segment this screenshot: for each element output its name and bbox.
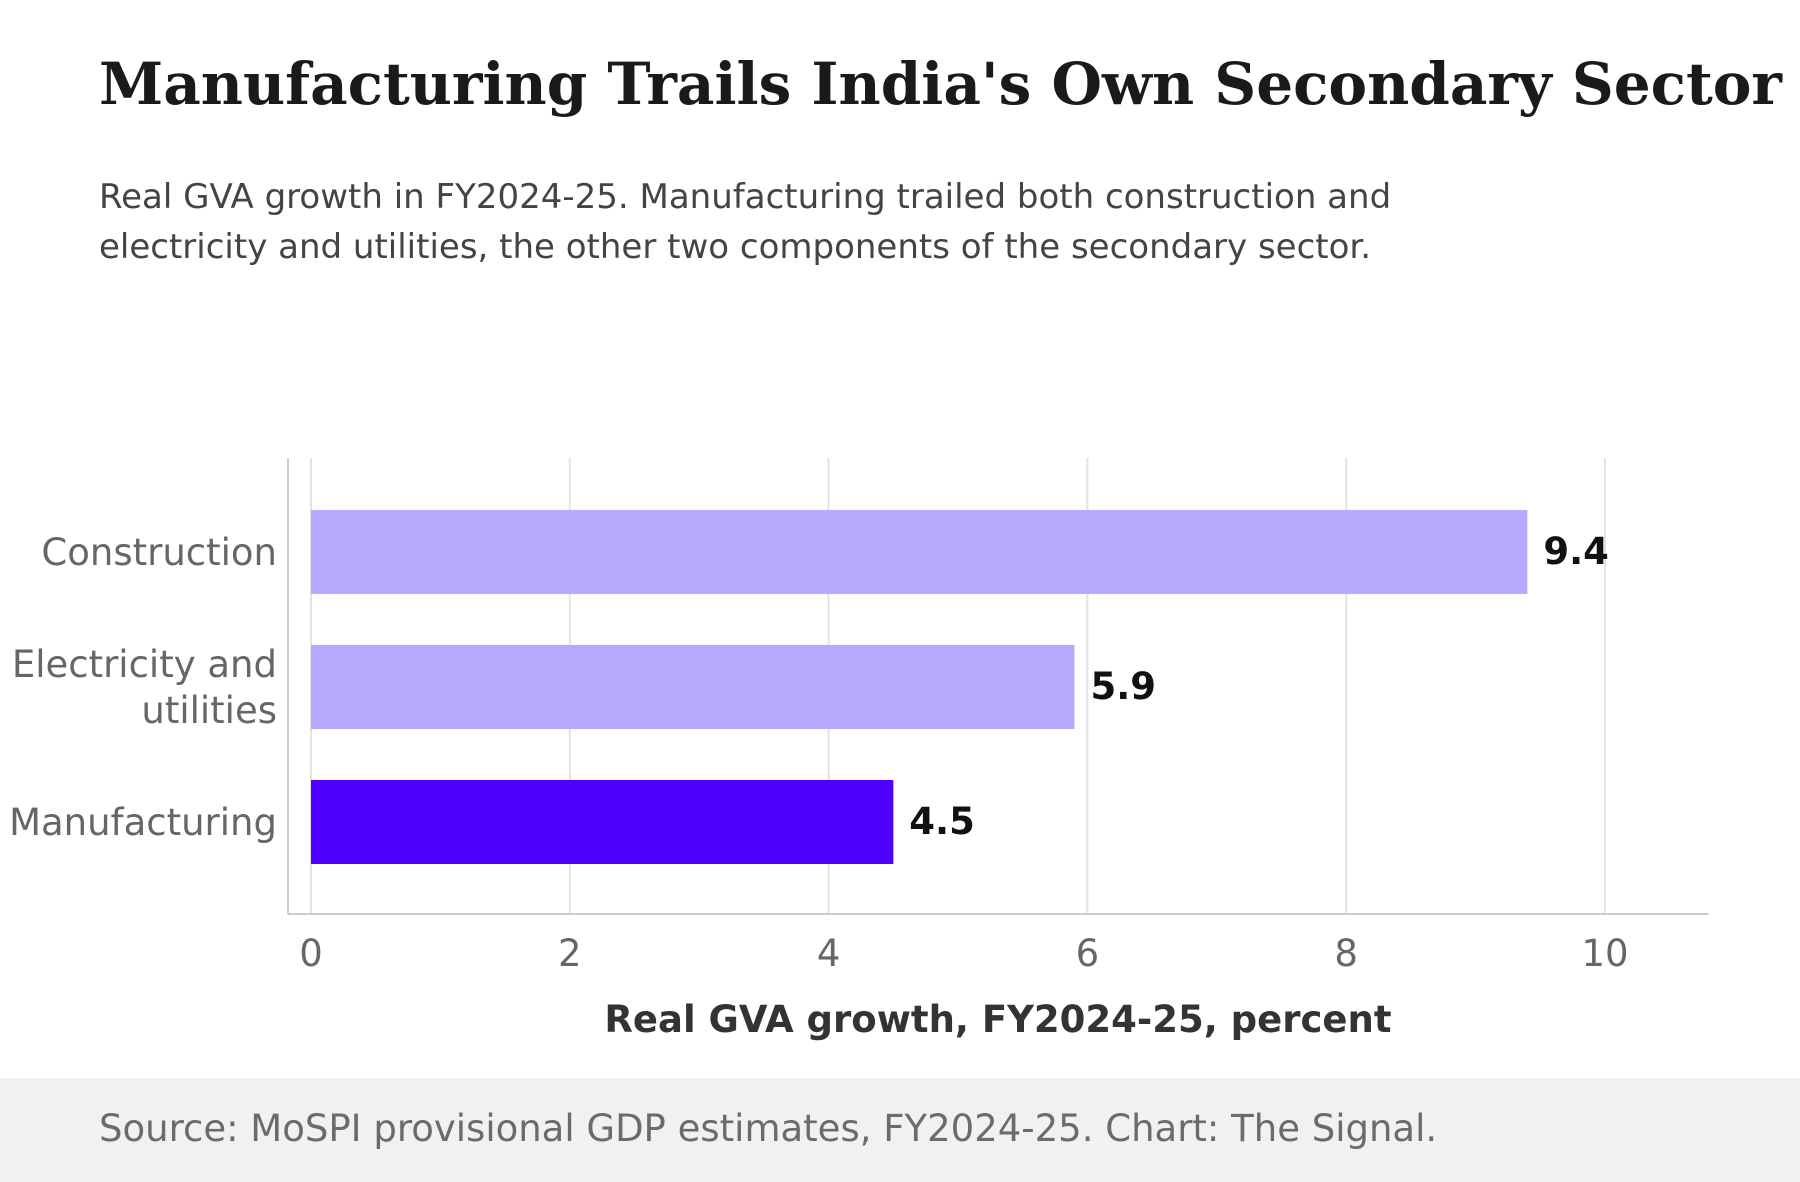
category-label: Manufacturing xyxy=(9,801,277,844)
value-label: 9.4 xyxy=(1543,530,1609,573)
category-label: Electricity and utilities xyxy=(12,643,277,732)
bar-chart: 0 2 4 6 8 10 9.4 Construction 5.9 Electricity and… xyxy=(9,458,1709,1041)
bar xyxy=(311,645,1075,729)
value-label: 5.9 xyxy=(1090,665,1156,708)
chart-subtitle: Real GVA growth in FY2024-25. Manufactur… xyxy=(99,177,1392,267)
axes xyxy=(287,458,1709,915)
x-tick-label: 2 xyxy=(558,932,582,975)
x-tick-label: 6 xyxy=(1076,932,1100,975)
x-tick-label: 10 xyxy=(1581,932,1628,975)
category-label: Construction xyxy=(41,531,277,574)
chart-title: Manufacturing Trails India's Own Seconda… xyxy=(99,50,1782,118)
x-tick-label: 0 xyxy=(299,932,323,975)
source-note: Source: MoSPI provisional GDP estimates,… xyxy=(99,1107,1438,1150)
value-label: 4.5 xyxy=(909,800,975,843)
x-tick-label: 8 xyxy=(1334,932,1358,975)
bar xyxy=(311,510,1528,594)
labels: 0 2 4 6 8 10 9.4 Construction 5.9 Electricity and… xyxy=(9,530,1628,1041)
bars xyxy=(311,510,1528,864)
bar xyxy=(311,780,894,864)
x-axis-title: Real GVA growth, FY2024-25, percent xyxy=(604,998,1391,1041)
x-tick-label: 4 xyxy=(817,932,841,975)
footer: Source: MoSPI provisional GDP estimates,… xyxy=(0,1078,1800,1182)
